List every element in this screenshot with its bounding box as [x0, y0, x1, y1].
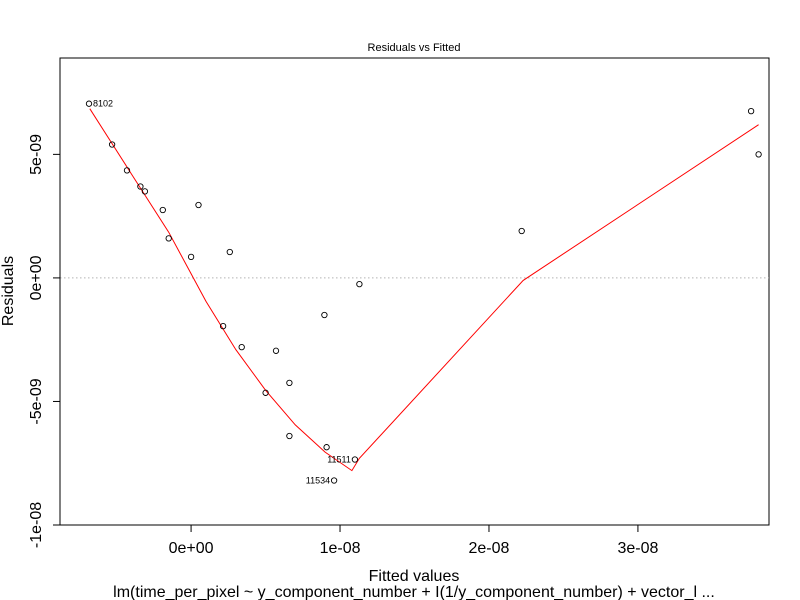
chart-title: Residuals vs Fitted	[368, 42, 461, 54]
x-tick-label: 0e+00	[169, 540, 214, 557]
residual-point	[356, 280, 363, 288]
residual-point	[286, 379, 293, 387]
y-tick-label: 5e-09	[28, 134, 45, 175]
residual-point	[159, 206, 166, 214]
point-label: 11511	[327, 455, 351, 465]
smoother-line	[89, 108, 759, 472]
y-axis-title: Residuals	[0, 256, 17, 326]
x-axis: 0e+00 1e-08 2e-08 3e-08	[169, 524, 658, 557]
point-label: 8102	[93, 99, 113, 109]
point-label: 11534	[306, 476, 330, 486]
residual-point	[187, 253, 195, 261]
y-axis: -1e-08 -5e-09 0e+00 5e-09	[28, 134, 61, 548]
residual-point	[137, 183, 144, 190]
smoother-layer	[89, 108, 759, 472]
residual-point	[747, 107, 755, 115]
model-formula-subtitle: lm(time_per_pixel ~ y_component_number +…	[113, 584, 715, 600]
residual-point	[226, 248, 233, 256]
residual-point	[351, 456, 359, 463]
residual-point	[755, 151, 762, 158]
residual-point	[238, 343, 245, 351]
residual-point	[272, 347, 280, 354]
residual-point	[286, 432, 293, 440]
points-layer	[85, 100, 762, 484]
residual-point	[323, 444, 330, 451]
plot-frame	[59, 57, 770, 526]
residual-point	[219, 322, 227, 330]
y-tick-label: 0e+00	[28, 255, 45, 300]
residual-point	[321, 311, 328, 319]
x-tick-label: 3e-08	[617, 540, 658, 557]
residual-point	[195, 201, 202, 209]
residual-point	[262, 389, 269, 396]
y-tick-label: -1e-08	[28, 502, 45, 548]
residual-point	[108, 141, 116, 148]
residual-point	[123, 167, 131, 174]
residual-point	[85, 100, 93, 107]
residual-point	[165, 235, 172, 242]
residual-point	[518, 227, 525, 235]
point-labels-layer: 8102 11534 11511	[93, 99, 351, 486]
x-tick-label: 2e-08	[469, 540, 510, 557]
residual-point	[330, 477, 338, 484]
x-tick-label: 1e-08	[320, 540, 361, 557]
y-tick-label: -5e-09	[28, 378, 45, 424]
x-axis-title: Fitted values	[369, 568, 460, 585]
residual-point	[141, 188, 149, 195]
